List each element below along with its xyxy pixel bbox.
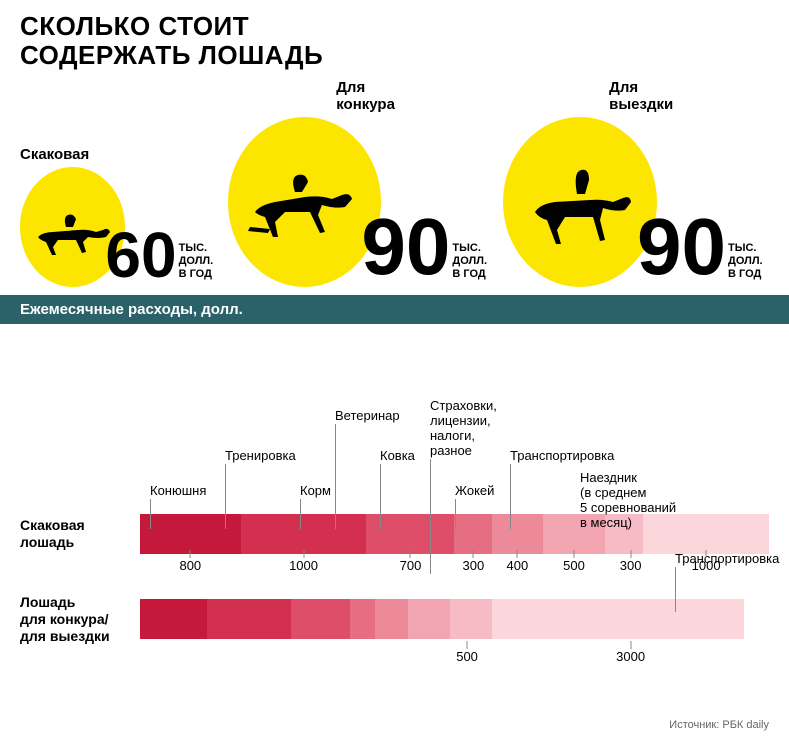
bar-value: 400: [507, 558, 529, 573]
category-label-3: Ветеринар: [335, 409, 400, 424]
subheader: Ежемесячные расходы, долл.: [0, 295, 789, 324]
category-label-2: Корм: [300, 484, 331, 499]
bar-value: 300: [463, 558, 485, 573]
category-label-1: Тренировка: [225, 449, 296, 464]
source-text: Источник: РБК daily: [0, 715, 789, 739]
circle-unit-2: ТЫС. ДОЛЛ.В ГОД: [728, 242, 779, 282]
circle-unit-1: ТЫС. ДОЛЛ.В ГОД: [452, 242, 503, 282]
horse-circle-1: [228, 117, 382, 287]
bar-segment: [350, 599, 375, 639]
bar-segment: [291, 599, 350, 639]
title-line2: СОДЕРЖАТЬ ЛОШАДЬ: [20, 40, 323, 70]
horse-circle-2: [503, 117, 657, 287]
bar-value: 1000: [692, 558, 721, 573]
chart-section: Конюшня Тренировка Корм Ветеринар Ковка Страх…: [0, 324, 789, 714]
category-labels: Конюшня Тренировка Корм Ветеринар Ковка Страх…: [140, 344, 769, 514]
category-label-8: Наездник(в среднем5 соревнованийв месяц): [580, 471, 676, 531]
circle-value-0: 60: [105, 223, 176, 287]
bar-segment: [450, 599, 492, 639]
bar-value: 800: [179, 558, 201, 573]
bar-value: 1000: [289, 558, 318, 573]
circles-row: Скаковая60ТЫС. ДОЛЛ.В ГОДДляконкура90ТЫС…: [20, 79, 769, 295]
category-label-6: Жокей: [455, 484, 494, 499]
bar-segment: [140, 599, 207, 639]
bar-rows: Скаковаялошадь 800 1000 700 300 400 500 300 1000…: [20, 514, 769, 668]
category-label-0: Конюшня: [150, 484, 206, 499]
bar-value: 500: [456, 649, 478, 664]
circle-value-2: 90: [637, 207, 726, 287]
circle-value-1: 90: [361, 207, 450, 287]
bar-value: 300: [620, 558, 642, 573]
row-label-0: Скаковаялошадь: [20, 517, 140, 551]
bar-segment: [454, 514, 492, 554]
bar-value: 500: [563, 558, 585, 573]
bar-segment: [241, 514, 367, 554]
category-label-5: Страховки,лицензии,налоги,разное: [430, 399, 497, 459]
bar-segment: [492, 599, 744, 639]
category-label-7: Транспортировка: [510, 449, 614, 464]
bar-segment: [492, 514, 542, 554]
circle-unit-0: ТЫС. ДОЛЛ.В ГОД: [179, 242, 228, 282]
header-section: СКОЛЬКО СТОИТ СОДЕРЖАТЬ ЛОШАДЬ Скаковая 6…: [0, 0, 789, 295]
circle-label-0: Скаковая: [20, 146, 89, 163]
bar-segment: [207, 599, 291, 639]
category-label-4: Ковка: [380, 449, 415, 464]
row-label-1: Лошадьдля конкура/для выездки: [20, 594, 140, 644]
circle-label-1: Дляконкура: [336, 79, 395, 113]
circle-label-2: Длявыездки: [609, 79, 673, 113]
bar-value: 3000: [616, 649, 645, 664]
bar-segment: [375, 599, 409, 639]
page-title: СКОЛЬКО СТОИТ СОДЕРЖАТЬ ЛОШАДЬ: [20, 12, 769, 69]
title-line1: СКОЛЬКО СТОИТ: [20, 11, 249, 41]
bar-value: 700: [400, 558, 422, 573]
bar-segment: [408, 599, 450, 639]
